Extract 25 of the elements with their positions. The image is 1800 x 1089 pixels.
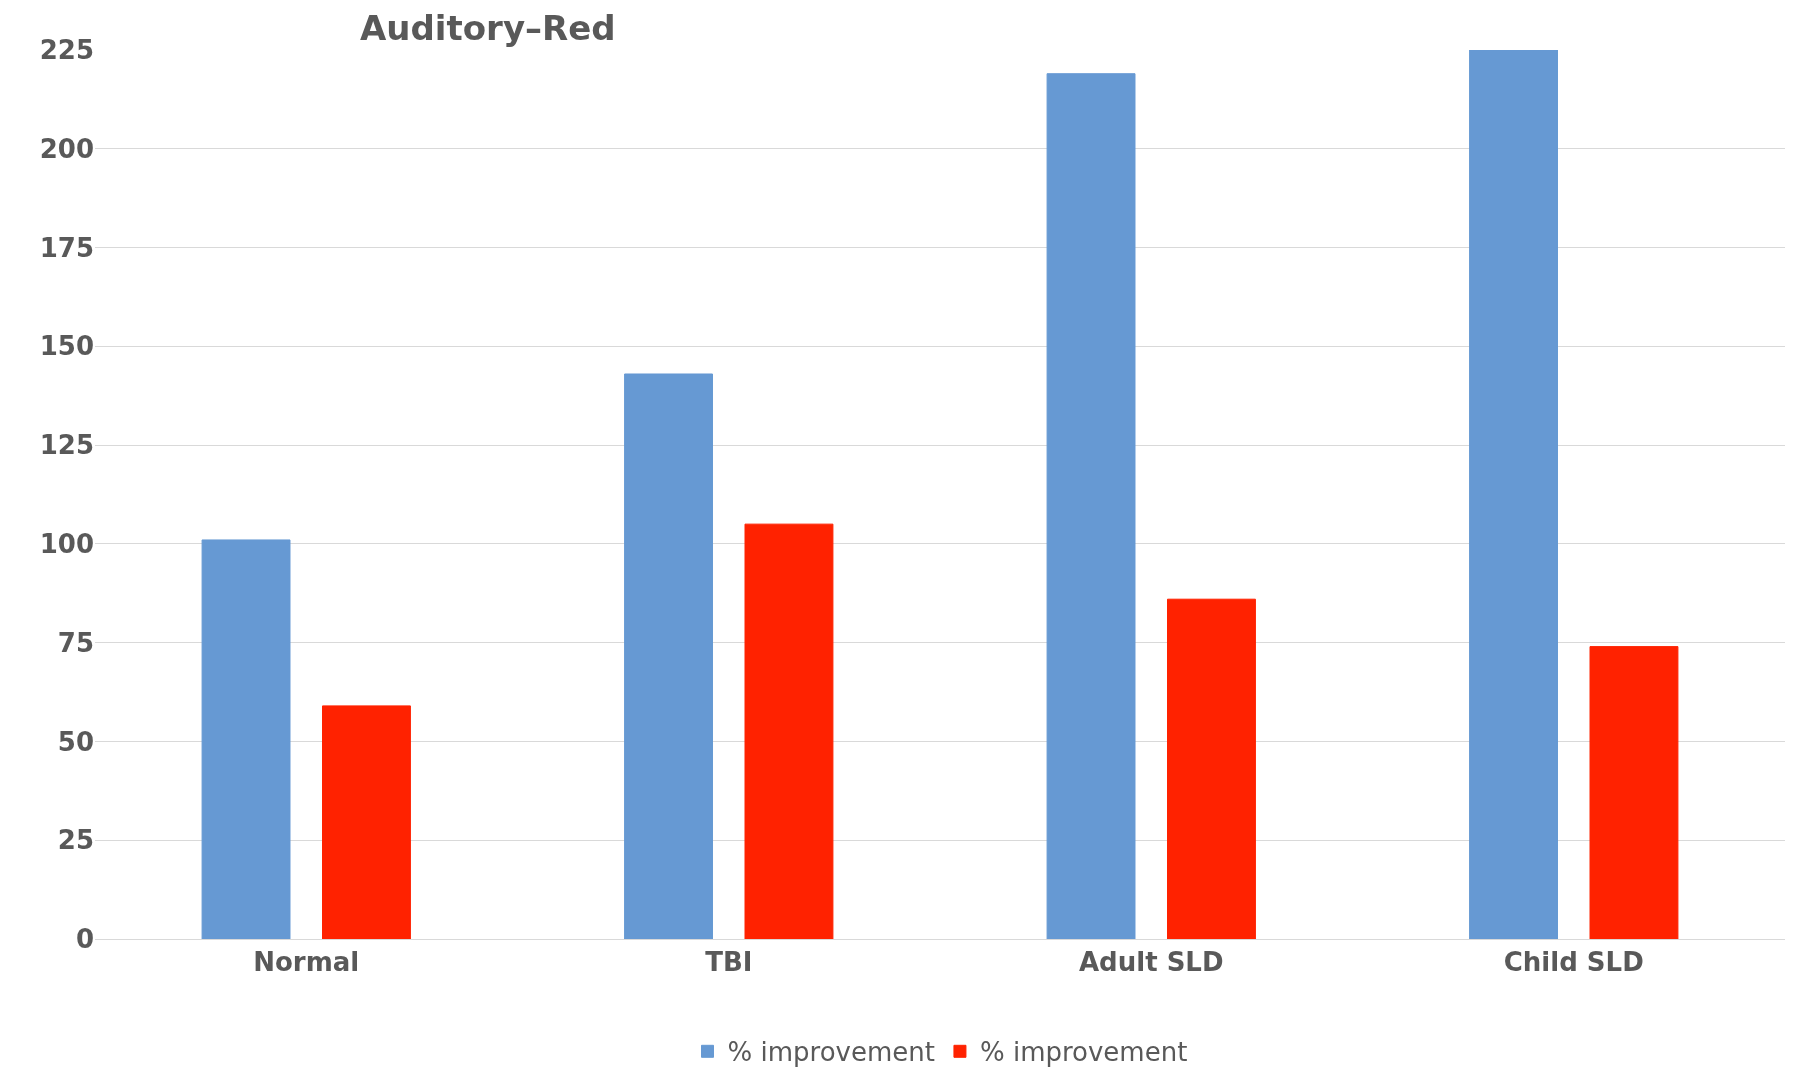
- x-tick-label: Normal: [253, 947, 360, 978]
- bar: [1589, 646, 1679, 939]
- y-tick-label: 100: [39, 528, 94, 559]
- y-tick-label: 175: [39, 232, 94, 263]
- bar: [744, 523, 834, 939]
- x-tick-label: Adult SLD: [1078, 947, 1224, 978]
- y-tick-label: 75: [57, 627, 94, 658]
- x-tick-label: Child SLD: [1503, 947, 1644, 978]
- y-tick-label: 0: [75, 924, 94, 955]
- bar: [1469, 50, 1558, 939]
- y-tick-label: 25: [57, 825, 94, 856]
- bar: [1046, 73, 1136, 939]
- bar: [201, 539, 291, 939]
- x-tick-label: TBI: [705, 947, 753, 978]
- legend-label: % improvement: [727, 1037, 935, 1068]
- chart-title: Auditory–Red: [360, 8, 616, 49]
- bar: [624, 373, 713, 939]
- bar: [1167, 598, 1256, 939]
- y-tick-label: 150: [39, 331, 94, 362]
- y-tick-label: 225: [39, 35, 94, 66]
- legend-label: % improvement: [979, 1037, 1188, 1068]
- y-tick-label: 125: [39, 430, 94, 461]
- bar: [322, 705, 411, 939]
- y-tick-label: 200: [39, 133, 94, 164]
- y-tick-label: 50: [57, 726, 94, 757]
